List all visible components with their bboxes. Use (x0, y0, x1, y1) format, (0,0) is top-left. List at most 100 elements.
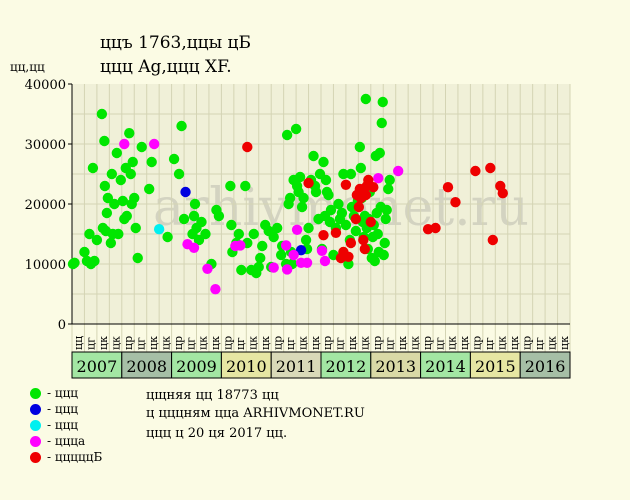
data-point-green (226, 219, 237, 231)
legend-marker (30, 435, 41, 447)
legend-label: - ццца (47, 434, 86, 448)
year-label: 2007 (77, 357, 118, 376)
quarter-label: цк (147, 336, 160, 350)
chart-subtitle: ццц Ag,ццц XF. (100, 57, 232, 77)
data-point-green (106, 168, 118, 180)
data-point-green (290, 123, 302, 135)
data-point-green (168, 153, 180, 165)
quarter-label: цк (97, 336, 110, 350)
data-point-red (303, 177, 314, 189)
quarter-label: цр (172, 336, 185, 350)
quarter-label: цк (346, 336, 359, 350)
data-point-red (318, 230, 329, 241)
data-point-red (242, 141, 253, 153)
data-point-green (89, 255, 100, 267)
data-point-green (257, 240, 268, 252)
legend-marker (30, 387, 41, 399)
quarter-label: цк (446, 336, 459, 350)
data-point-green (374, 147, 385, 159)
data-point-green (69, 257, 80, 268)
data-point-green (320, 174, 332, 186)
data-point-green (117, 195, 128, 207)
quarter-label: цк (408, 336, 421, 350)
quarter-label: цк (259, 336, 272, 350)
year-cell (171, 351, 222, 379)
data-point-cyan (153, 224, 165, 235)
data-point-green (281, 129, 293, 141)
data-point-green (378, 249, 389, 261)
data-point-green (379, 237, 390, 249)
data-point-green (336, 207, 348, 219)
data-point-green (109, 198, 120, 210)
legend-item: - ццц (30, 402, 78, 416)
quarter-label: цк (309, 336, 322, 350)
year-label: 2012 (326, 357, 367, 376)
data-point-magenta (291, 224, 303, 235)
quarter-label: цк (545, 336, 558, 350)
data-point-red (365, 216, 376, 228)
data-point-green (99, 180, 111, 192)
quarter-label: цг (134, 337, 147, 350)
data-point-magenta (316, 245, 328, 256)
quarter-label: цк (110, 336, 123, 350)
legend-item: - ццц (30, 386, 78, 400)
y-tick-label: 30000 (25, 138, 66, 153)
data-point-green (284, 192, 296, 204)
legend-item: - ццц (30, 418, 78, 432)
data-point-green (176, 120, 187, 132)
data-point-green (136, 141, 147, 153)
year-label: 2011 (276, 357, 317, 376)
data-point-green (121, 210, 132, 222)
data-point-red (340, 179, 352, 190)
data-point-green (87, 162, 99, 174)
data-point-green (275, 249, 287, 261)
legend-item: - цццццБ (30, 450, 102, 464)
quarter-label: цг (85, 337, 98, 350)
year-cell (420, 351, 471, 379)
quarter-label: цр (421, 336, 434, 350)
data-point-green (178, 213, 190, 225)
data-point-red (368, 182, 379, 193)
year-label: 2013 (375, 357, 416, 376)
data-point-green (369, 255, 380, 267)
legend-label: - цццццБ (47, 450, 103, 464)
data-point-green (300, 234, 312, 246)
quarter-label: цг (284, 337, 297, 350)
data-point-green (323, 189, 334, 201)
year-cell (320, 351, 372, 379)
year-label: 2014 (425, 357, 466, 376)
data-point-magenta (392, 165, 404, 177)
quarter-label: цк (209, 336, 222, 350)
quarter-label: цр (321, 336, 334, 350)
year-cell (270, 351, 322, 379)
year-label: 2015 (475, 357, 516, 376)
data-point-green (162, 231, 173, 243)
y-tick-label: 10000 (25, 258, 66, 273)
legend-marker (30, 451, 41, 463)
quarter-label: цг (383, 337, 396, 350)
legend-label: - ццц (47, 386, 79, 400)
data-point-green (355, 162, 367, 174)
data-point-red (485, 162, 496, 174)
data-point-green (200, 228, 211, 240)
data-point-green (143, 183, 155, 195)
legend-item: - ццца (30, 434, 85, 448)
quarter-label: цк (458, 336, 471, 350)
data-point-green (253, 261, 264, 273)
data-point-red (350, 213, 362, 225)
data-point-green (271, 222, 283, 234)
data-point-green (345, 168, 357, 180)
data-point-magenta (268, 262, 279, 273)
data-point-red (497, 188, 508, 199)
data-point-red (359, 243, 371, 255)
data-point-green (189, 198, 201, 210)
data-point-green (298, 192, 309, 204)
quarter-label: цг (234, 337, 247, 350)
data-point-green (333, 198, 344, 210)
data-point-green (105, 237, 117, 249)
data-point-green (350, 225, 362, 237)
year-label: 2010 (226, 357, 267, 376)
data-point-green (294, 171, 306, 183)
data-point-red (343, 251, 354, 262)
data-point-green (381, 204, 392, 216)
